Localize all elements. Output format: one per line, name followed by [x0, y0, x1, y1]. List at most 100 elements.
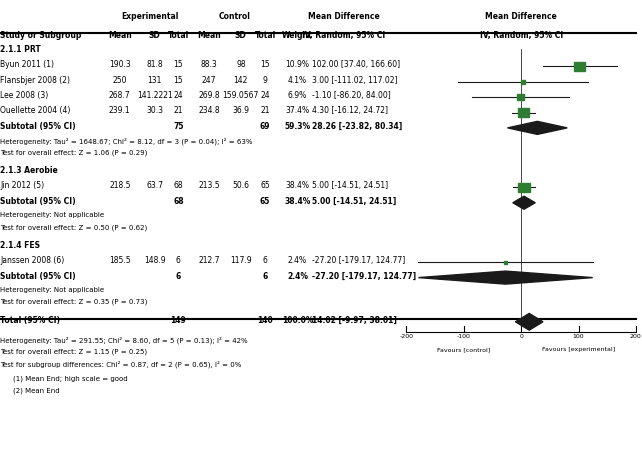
Text: 30.3: 30.3	[146, 106, 163, 115]
Text: 149: 149	[171, 316, 186, 325]
Text: 6: 6	[176, 272, 181, 280]
Text: 81.8: 81.8	[146, 60, 163, 69]
Text: 2.1.4 FES: 2.1.4 FES	[0, 241, 40, 250]
Bar	[518, 183, 530, 192]
Text: IV, Random, 95% CI: IV, Random, 95% CI	[480, 31, 563, 40]
Text: 4.30 [-16.12, 24.72]: 4.30 [-16.12, 24.72]	[312, 106, 388, 115]
Text: Byun 2011 (1): Byun 2011 (1)	[0, 60, 54, 69]
Text: 6: 6	[263, 272, 268, 280]
Text: Weight: Weight	[282, 31, 313, 40]
Text: 100.0%: 100.0%	[282, 316, 313, 325]
Text: 88.3: 88.3	[200, 60, 218, 69]
Text: Jin 2012 (5): Jin 2012 (5)	[0, 181, 44, 190]
Text: 2.4%: 2.4%	[287, 272, 308, 280]
Text: Total: Total	[168, 31, 189, 40]
Text: 21: 21	[173, 106, 183, 115]
Text: (2) Mean End: (2) Mean End	[13, 387, 59, 394]
Text: 212.7: 212.7	[198, 256, 220, 265]
Text: 36.9: 36.9	[232, 106, 249, 115]
Text: 15: 15	[173, 76, 183, 85]
Text: Heterogeneity: Tau² = 291.55; Chi² = 8.60, df = 5 (P = 0.13); I² = 42%: Heterogeneity: Tau² = 291.55; Chi² = 8.6…	[0, 337, 248, 344]
Text: 200: 200	[630, 334, 642, 339]
Text: 5.00 [-14.51, 24.51]: 5.00 [-14.51, 24.51]	[312, 197, 397, 206]
Polygon shape	[419, 271, 593, 284]
Text: 98: 98	[236, 60, 246, 69]
Text: 4.1%: 4.1%	[288, 76, 307, 85]
Text: 269.8: 269.8	[198, 91, 220, 100]
Text: 117.9: 117.9	[230, 256, 252, 265]
Text: 15: 15	[260, 60, 270, 69]
Text: 38.4%: 38.4%	[284, 197, 311, 206]
Text: Janssen 2008 (6): Janssen 2008 (6)	[0, 256, 64, 265]
Text: Test for overall effect: Z = 1.15 (P = 0.25): Test for overall effect: Z = 1.15 (P = 0…	[0, 349, 147, 355]
Text: Mean: Mean	[197, 31, 221, 40]
Bar	[518, 108, 530, 117]
Text: 24: 24	[260, 91, 270, 100]
Text: Ouellette 2004 (4): Ouellette 2004 (4)	[0, 106, 71, 115]
Text: 14.02 [-9.97, 38.01]: 14.02 [-9.97, 38.01]	[312, 316, 397, 325]
Text: 65: 65	[260, 181, 270, 190]
Text: Favours [control]: Favours [control]	[437, 347, 490, 352]
Text: 3.00 [-111.02, 117.02]: 3.00 [-111.02, 117.02]	[312, 76, 397, 85]
Polygon shape	[516, 313, 543, 330]
Text: 9: 9	[263, 76, 268, 85]
Text: 68: 68	[173, 197, 184, 206]
Text: -27.20 [-179.17, 124.77]: -27.20 [-179.17, 124.77]	[312, 272, 416, 280]
Text: 159.0567: 159.0567	[223, 91, 259, 100]
Text: 148.9: 148.9	[144, 256, 166, 265]
Text: SD: SD	[235, 31, 247, 40]
Text: 28.26 [-23.82, 80.34]: 28.26 [-23.82, 80.34]	[312, 122, 403, 131]
Text: Mean Difference: Mean Difference	[485, 12, 557, 20]
Text: Heterogeneity: Not applicable: Heterogeneity: Not applicable	[0, 212, 104, 218]
Text: 69: 69	[260, 122, 270, 131]
Text: 140: 140	[257, 316, 273, 325]
Polygon shape	[508, 121, 568, 134]
Text: Favours [experimental]: Favours [experimental]	[542, 347, 615, 352]
Text: 268.7: 268.7	[109, 91, 130, 100]
Text: 239.1: 239.1	[109, 106, 130, 115]
Bar	[574, 62, 586, 71]
Text: 65: 65	[260, 197, 270, 206]
Text: 68: 68	[173, 181, 183, 190]
Text: Study or Subgroup: Study or Subgroup	[0, 31, 82, 40]
Text: 5.00 [-14.51, 24.51]: 5.00 [-14.51, 24.51]	[312, 181, 388, 190]
Text: 190.3: 190.3	[109, 60, 131, 69]
Bar	[504, 261, 507, 264]
Text: 2.4%: 2.4%	[288, 256, 307, 265]
Text: 100: 100	[573, 334, 584, 339]
Text: 185.5: 185.5	[109, 256, 130, 265]
Text: 63.7: 63.7	[146, 181, 163, 190]
Text: 59.3%: 59.3%	[284, 122, 311, 131]
Text: Experimental: Experimental	[121, 12, 178, 20]
Text: Total (95% CI): Total (95% CI)	[0, 316, 60, 325]
Text: 142: 142	[234, 76, 248, 85]
Text: -27.20 [-179.17, 124.77]: -27.20 [-179.17, 124.77]	[312, 256, 406, 265]
Text: Heterogeneity: Tau² = 1648.67; Chi² = 8.12, df = 3 (P = 0.04); I² = 63%: Heterogeneity: Tau² = 1648.67; Chi² = 8.…	[0, 137, 252, 145]
Text: 38.4%: 38.4%	[286, 181, 309, 190]
Text: 37.4%: 37.4%	[286, 106, 309, 115]
Text: Lee 2008 (3): Lee 2008 (3)	[0, 91, 48, 100]
Text: SD: SD	[149, 31, 160, 40]
Text: 21: 21	[260, 106, 270, 115]
Text: Mean Difference: Mean Difference	[308, 12, 380, 20]
Text: Subtotal (95% CI): Subtotal (95% CI)	[0, 122, 76, 131]
Text: 50.6: 50.6	[232, 181, 249, 190]
Text: Subtotal (95% CI): Subtotal (95% CI)	[0, 272, 76, 280]
Text: Test for subgroup differences: Chi² = 0.87, df = 2 (P = 0.65), I² = 0%: Test for subgroup differences: Chi² = 0.…	[0, 361, 241, 368]
Text: 141.2221: 141.2221	[137, 91, 173, 100]
Text: Mean: Mean	[108, 31, 132, 40]
Text: Flansbjer 2008 (2): Flansbjer 2008 (2)	[0, 76, 70, 85]
Text: 0: 0	[519, 334, 523, 339]
Text: 15: 15	[173, 60, 183, 69]
Text: 24: 24	[173, 91, 183, 100]
Polygon shape	[513, 196, 535, 209]
Text: -100: -100	[457, 334, 471, 339]
Text: Heterogeneity: Not applicable: Heterogeneity: Not applicable	[0, 287, 104, 293]
Text: 131: 131	[148, 76, 162, 85]
Text: Test for overall effect: Z = 0.35 (P = 0.73): Test for overall effect: Z = 0.35 (P = 0…	[0, 299, 148, 306]
Text: Control: Control	[218, 12, 250, 20]
Text: (1) Mean End; high scale = good: (1) Mean End; high scale = good	[13, 375, 127, 382]
Text: Test for overall effect: Z = 0.50 (P = 0.62): Test for overall effect: Z = 0.50 (P = 0…	[0, 224, 147, 231]
Text: 102.00 [37.40, 166.60]: 102.00 [37.40, 166.60]	[312, 60, 401, 69]
Text: 6: 6	[176, 256, 181, 265]
